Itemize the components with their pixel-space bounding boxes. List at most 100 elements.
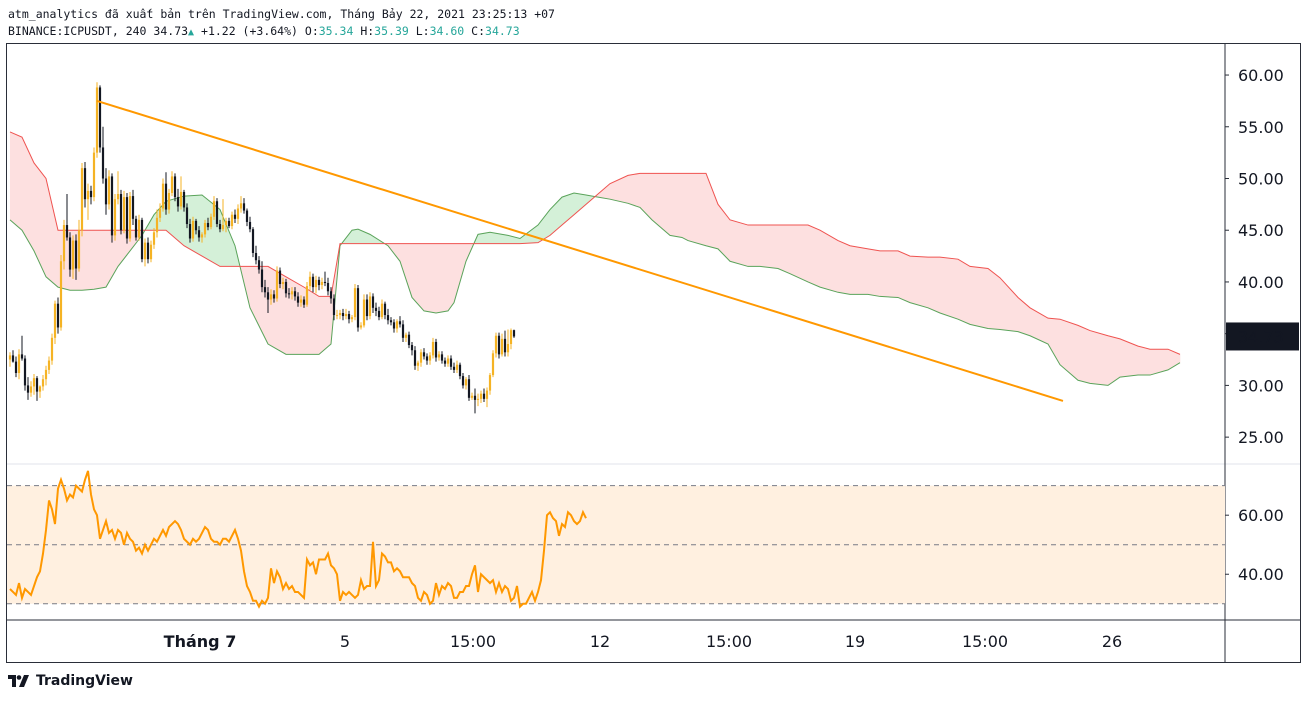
cloud-segment [280, 273, 282, 352]
candle-body [83, 168, 87, 200]
candle-body [11, 355, 15, 362]
candle-body [227, 220, 231, 227]
cloud-segment [1042, 314, 1044, 342]
close-value: 34.73 [485, 24, 520, 38]
cloud-segment [1120, 338, 1122, 378]
cloud-segment [367, 233, 369, 244]
cloud-segment [968, 265, 971, 325]
cloud-segment [883, 250, 885, 297]
cloud-segment [833, 237, 836, 292]
cloud-segment [1157, 349, 1160, 373]
cloud-segment [997, 275, 999, 330]
cloud-segment [400, 243, 402, 266]
candle-body [398, 321, 402, 325]
cloud-segment [1063, 320, 1065, 369]
cloud-segment [865, 248, 867, 295]
price-tick-label: 25.00 [1238, 428, 1284, 447]
cloud-segment [748, 225, 750, 267]
cloud-segment [1118, 338, 1121, 379]
cloud-segment [328, 296, 330, 347]
cloud-segment [49, 191, 51, 281]
candle-body [320, 281, 324, 286]
candle-body [74, 240, 78, 269]
cloud-segment [506, 235, 509, 244]
cloud-segment [1087, 329, 1089, 383]
cloud-segment [1178, 353, 1181, 364]
candle-body [20, 354, 24, 359]
candle-body [140, 219, 144, 260]
cloud-segment [934, 257, 936, 312]
cloud-segment [1133, 344, 1136, 376]
cloud-segment [1072, 323, 1074, 377]
candle-body [449, 358, 453, 367]
cloud-segment [557, 200, 560, 229]
cloud-segment [1019, 298, 1022, 333]
cloud-segment [1168, 349, 1170, 370]
cloud-segment [779, 225, 782, 270]
cloud-segment [371, 235, 374, 244]
high-value: 35.39 [374, 24, 409, 38]
cloud-segment [760, 225, 762, 267]
cloud-segment [1174, 351, 1176, 367]
cloud-segment [344, 237, 347, 244]
cloud-segment [1045, 316, 1047, 344]
candle-body [512, 330, 516, 337]
cloud-segment [578, 193, 581, 211]
cloud-segment [413, 243, 416, 301]
cloud-segment [394, 243, 396, 256]
cloud-segment [781, 225, 783, 271]
candle-body [419, 352, 423, 363]
cloud-segment [514, 236, 516, 244]
cloud-segment [569, 194, 572, 219]
cloud-segment [152, 214, 155, 231]
candle-body [350, 317, 354, 320]
cloud-segment [355, 229, 357, 244]
cloud-segment [707, 177, 710, 247]
candle-body [233, 214, 237, 219]
cloud-segment [1154, 349, 1157, 374]
cloud-segment [1076, 324, 1079, 381]
candle-body [191, 220, 195, 239]
cloud-segment [893, 250, 896, 298]
cloud-segment [916, 256, 918, 305]
cloud-segment [970, 266, 972, 325]
candle-body [131, 196, 135, 219]
cloud-segment [242, 266, 245, 283]
price-tick-label: 30.00 [1238, 376, 1284, 395]
cloud-segment [347, 234, 350, 244]
cloud-segment [1007, 286, 1010, 331]
candle-body [317, 279, 321, 286]
cloud-segment [776, 225, 779, 269]
cloud-segment [764, 225, 767, 268]
cloud-segment [739, 222, 741, 265]
cloud-segment [1100, 333, 1103, 385]
cloud-segment [644, 173, 647, 214]
cloud-segment [1138, 346, 1140, 376]
ichimoku-cloud [10, 131, 1181, 386]
candle-body [491, 353, 495, 376]
cloud-segment [1150, 349, 1152, 376]
candle-body [293, 291, 297, 297]
close-label: C: [471, 24, 486, 38]
cloud-segment [1024, 302, 1026, 335]
cloud-segment [757, 225, 759, 267]
cloud-segment [29, 153, 32, 246]
candle-body [65, 225, 69, 238]
candle-body [275, 270, 279, 299]
cloud-segment [724, 212, 726, 257]
cloud-segment [250, 266, 252, 311]
candle-body [86, 190, 90, 200]
cloud-segment [661, 173, 663, 229]
cloud-segment [938, 257, 941, 313]
candle-body [257, 260, 261, 270]
cloud-segment [958, 259, 960, 320]
cloud-segment [403, 243, 405, 275]
cloud-segment [43, 174, 45, 274]
cloud-segment [628, 175, 630, 204]
symbol-label: BINANCE:ICPUSDT, 240 [8, 24, 147, 38]
cloud-segment [100, 230, 102, 289]
cloud-segment [581, 194, 584, 209]
cloud-segment [1070, 322, 1073, 376]
cloud-segment [928, 257, 930, 309]
